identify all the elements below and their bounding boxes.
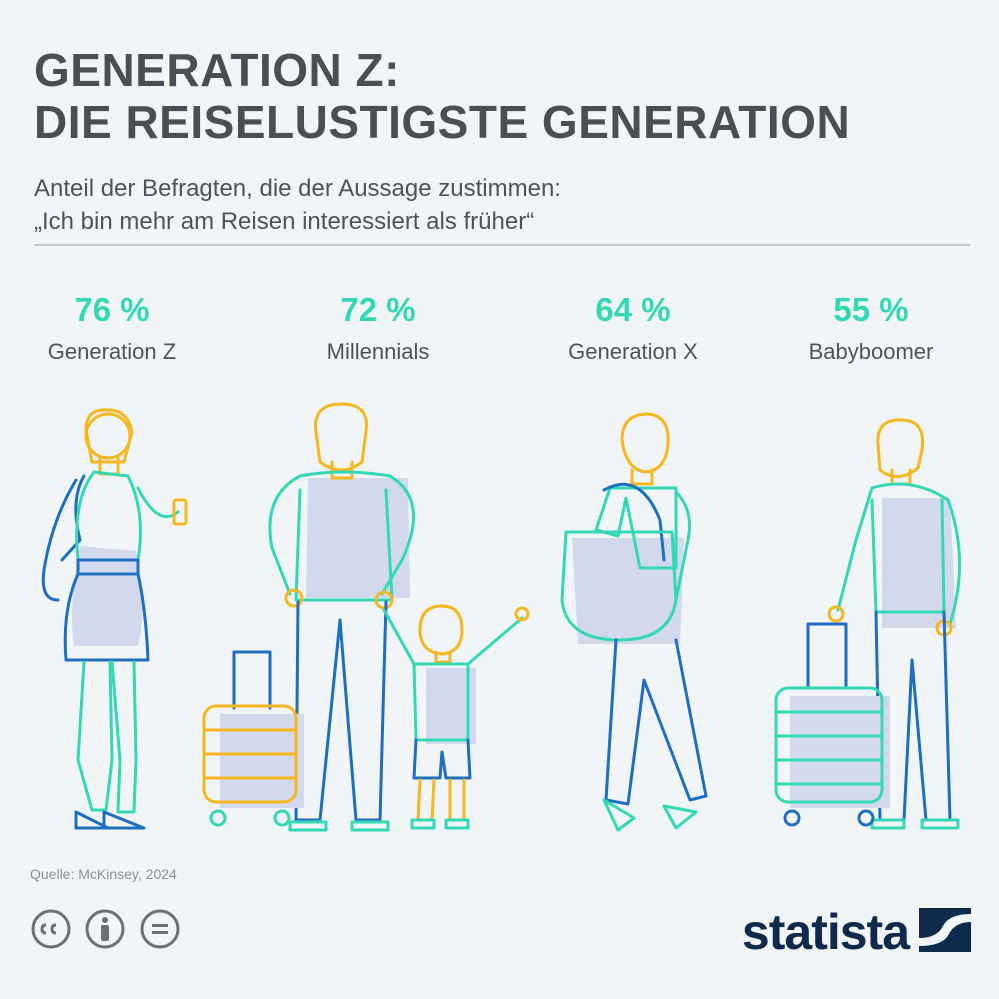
category-babyboomer: 55 % Babyboomer [761,290,981,366]
divider [34,244,970,246]
title-line-2: DIE REISELUSTIGSTE GENERATION [34,96,851,148]
gen-x-traveler-figure [560,412,708,832]
gen-z-traveler-figure [41,408,188,830]
teal-suitcase-icon [774,622,890,827]
subtitle-line-1: Anteil der Befragten, die der Aussage zu… [34,175,561,202]
category-generation-z: 76 % Generation Z [2,290,222,366]
cc-icon[interactable] [30,908,72,955]
license-icons [30,908,189,955]
category-label: Millennials [326,339,430,364]
millennial-parent-figure [268,402,415,832]
value-label: 55 % [833,291,909,328]
value-label: 76 % [74,291,150,328]
value-label: 72 % [340,291,416,328]
child-figure [382,604,530,830]
value-label: 64 % [595,291,671,328]
statista-logo[interactable]: statista [742,904,971,960]
yellow-suitcase-icon [202,650,304,827]
category-millennials: 72 % Millennials [268,290,488,366]
statista-logo-icon [919,907,971,957]
no-derivatives-icon[interactable] [139,908,181,955]
babyboomer-traveler-figure [827,418,961,830]
category-generation-x: 64 % Generation X [523,290,743,366]
subtitle-line-2: „Ich bin mehr am Reisen interessiert als… [34,208,535,235]
attribution-icon[interactable] [84,908,126,955]
category-label: Babyboomer [808,339,934,364]
chart-subtitle: Anteil der Befragten, die der Aussage zu… [34,172,974,238]
brand-name: statista [741,904,910,960]
chart-title: GENERATION Z: DIE REISELUSTIGSTE GENERAT… [34,44,974,148]
category-label: Generation Z [47,339,177,364]
source-note: Quelle: McKinsey, 2024 [30,866,177,882]
title-line-1: GENERATION Z: [34,44,400,96]
category-label: Generation X [568,339,698,364]
